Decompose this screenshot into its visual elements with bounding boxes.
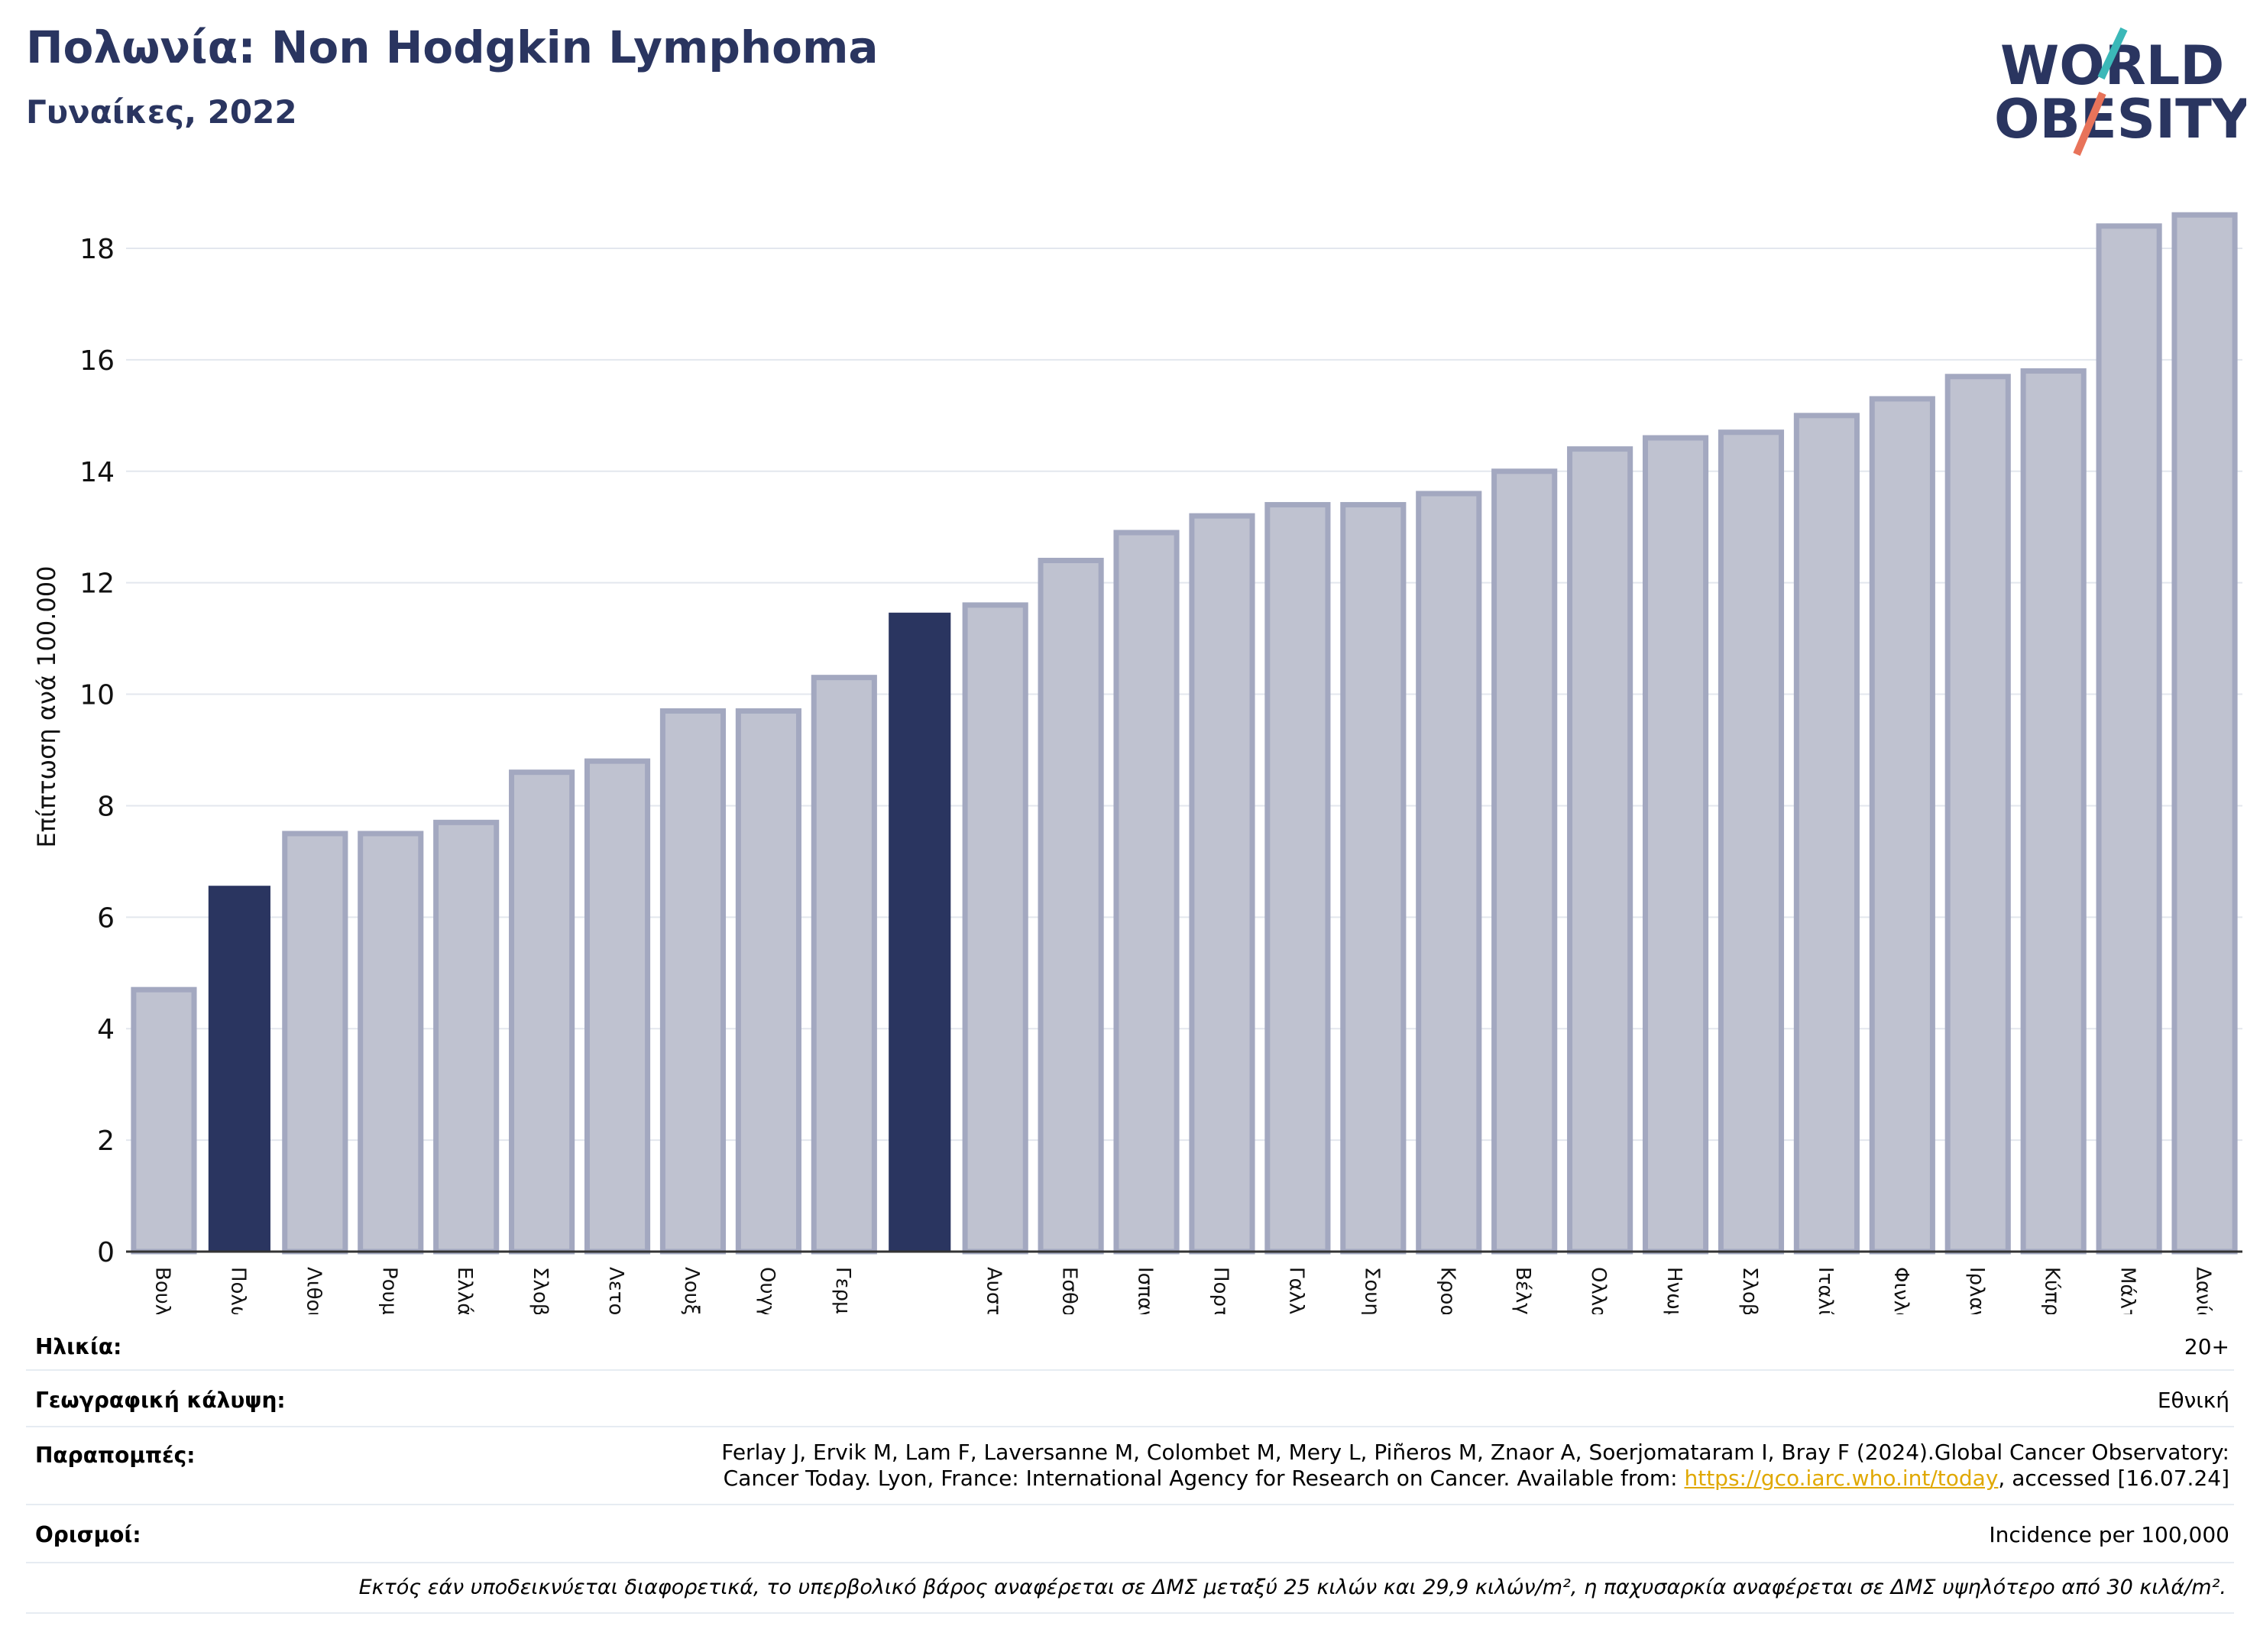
x-category-label: Σουηδία bbox=[1360, 1267, 1383, 1314]
info-row-age: Ηλικία: 20+ bbox=[26, 1313, 2234, 1371]
coverage-value: Εθνική bbox=[2157, 1388, 2229, 1413]
bar-Σλοβακία bbox=[509, 769, 575, 1255]
bar-Λιθουανία bbox=[282, 831, 348, 1255]
bar-Σουηδία bbox=[1340, 502, 1407, 1255]
bar-Ιρλανδία bbox=[1944, 374, 2011, 1255]
bar-Ελλάδα bbox=[433, 819, 500, 1255]
x-category-label: Εσθονία bbox=[1058, 1267, 1081, 1314]
bar-reference bbox=[889, 612, 951, 1252]
definitions-value: Incidence per 100,000 bbox=[1989, 1522, 2229, 1547]
bar-Βέλγιο bbox=[1491, 468, 1558, 1255]
references-accessed: , accessed [16.07.24] bbox=[1998, 1466, 2229, 1491]
references-link[interactable]: https://gco.iarc.who.int/today bbox=[1684, 1466, 1999, 1491]
bar-Κροατία bbox=[1416, 491, 1482, 1255]
coverage-label: Γεωγραφική κάλυψη: bbox=[35, 1388, 286, 1413]
references-line-2-text: Cancer Today. Lyon, France: Internationa… bbox=[723, 1466, 1685, 1491]
footnote: Εκτός εάν υποδεικνύεται διαφορετικά, το … bbox=[358, 1576, 2226, 1599]
x-category-label: Ελλάδα bbox=[453, 1267, 476, 1314]
x-category-label: Σλοβακία bbox=[529, 1267, 552, 1314]
info-row-references: Παραπομπές: Ferlay J, Ervik M, Lam F, La… bbox=[26, 1426, 2234, 1505]
bars bbox=[131, 212, 2238, 1255]
info-row-definitions: Ορισμοί: Incidence per 100,000 bbox=[26, 1504, 2234, 1563]
bar-Εσθονία bbox=[1038, 557, 1104, 1255]
x-category-label: Φινλανδία bbox=[1889, 1267, 1912, 1314]
references-line-1: Ferlay J, Ervik M, Lam F, Laversanne M, … bbox=[721, 1440, 2229, 1465]
x-category-label: Γαλλία bbox=[1284, 1267, 1307, 1314]
x-category-label: Βουλγαρία bbox=[151, 1267, 173, 1314]
x-category-label: Μάλτα bbox=[2116, 1267, 2139, 1314]
bar-Πορτογαλία bbox=[1189, 513, 1255, 1255]
x-category-label: Σλοβενία bbox=[1738, 1267, 1761, 1314]
footnote-divider bbox=[26, 1612, 2234, 1614]
bar-Βουλγαρία bbox=[131, 986, 197, 1255]
age-label: Ηλικία: bbox=[35, 1334, 122, 1359]
y-axis-ticks: 0 2 4 6 8 10 12 14 16 18 bbox=[79, 234, 115, 1268]
bar-Κύπρος bbox=[2020, 368, 2087, 1255]
bar-Γερμανία bbox=[811, 675, 877, 1255]
x-category-label: Βέλγιο bbox=[1511, 1267, 1534, 1314]
x-category-label: Κύπρος bbox=[2041, 1267, 2064, 1314]
bar-Μάλτα bbox=[2096, 223, 2162, 1255]
x-category-label: Ολλανδία bbox=[1587, 1267, 1610, 1314]
x-category-label: Ισπανία bbox=[1134, 1267, 1157, 1314]
bar-Ιταλία bbox=[1793, 413, 1860, 1255]
x-category-label: Ιρλανδία bbox=[1965, 1267, 1988, 1314]
bar-Ολλανδία bbox=[1567, 446, 1633, 1255]
y-tick-label: 18 bbox=[79, 234, 115, 265]
logo-word-obesity: OBESITY bbox=[1994, 88, 2246, 151]
x-category-label: Ιταλία bbox=[1814, 1267, 1837, 1314]
bar-chart: 0 2 4 6 8 10 12 14 16 18 Βουλγαρία Πολωνία Λιθουανί… bbox=[32, 212, 2242, 1314]
y-tick-label: 8 bbox=[97, 791, 115, 822]
logo-slash-coral bbox=[2073, 92, 2106, 156]
x-category-label: Πολωνία bbox=[226, 1267, 249, 1314]
bar-Πολωνία bbox=[208, 886, 270, 1252]
y-tick-label: 14 bbox=[79, 457, 115, 488]
x-category-label: Λουξεμβούργο bbox=[680, 1267, 703, 1314]
chart-title: Πολωνία: Non Hodgkin Lymphoma bbox=[26, 21, 879, 73]
definitions-label: Ορισμοί: bbox=[35, 1522, 141, 1547]
x-category-label: Ουγγαρία bbox=[756, 1267, 779, 1314]
bar-Σλοβενία bbox=[1718, 429, 1785, 1255]
y-tick-label: 16 bbox=[79, 345, 115, 377]
bar-Δανία bbox=[2171, 212, 2238, 1255]
bar-Λουξεμβούργο bbox=[659, 708, 727, 1255]
x-category-label: Λετονία bbox=[604, 1267, 627, 1314]
bar-Γαλλία bbox=[1264, 502, 1331, 1255]
bar-Ρουμανία bbox=[358, 831, 424, 1255]
x-category-label: Ηνωμένο Βασίλειο bbox=[1663, 1267, 1685, 1314]
x-category-label: Ρουμανία bbox=[377, 1267, 400, 1314]
x-axis-categories: Βουλγαρία Πολωνία Λιθουανία Ρουμανία Ελλάδα Σ… bbox=[151, 1267, 2214, 1314]
bar-Φινλανδία bbox=[1869, 396, 1935, 1255]
y-tick-label: 0 bbox=[97, 1237, 115, 1268]
logo-word-world: WORLD bbox=[2000, 34, 2224, 97]
bar-Λετονία bbox=[584, 758, 651, 1255]
world-obesity-logo: WORLD OBESITY bbox=[1994, 27, 2246, 156]
y-tick-label: 12 bbox=[79, 568, 115, 600]
references-label: Παραπομπές: bbox=[35, 1443, 196, 1468]
x-category-label: Λιθουανία bbox=[302, 1267, 325, 1314]
references-value: Ferlay J, Ervik M, Lam F, Laversanne M, … bbox=[721, 1440, 2229, 1492]
y-axis-label: Επίπτωση ανά 100.000 bbox=[32, 566, 61, 848]
age-value: 20+ bbox=[2184, 1334, 2229, 1359]
chart-subtitle: Γυναίκες, 2022 bbox=[26, 93, 297, 131]
y-tick-label: 10 bbox=[79, 680, 115, 711]
bar-Ουγγαρία bbox=[735, 708, 801, 1255]
x-category-label: Κροατία bbox=[1436, 1267, 1459, 1314]
x-category-label: Γερμανία bbox=[831, 1267, 854, 1314]
x-category-label: Δανία bbox=[2192, 1267, 2215, 1314]
x-category-label: Πορτογαλία bbox=[1209, 1267, 1232, 1314]
bar-Αυστρία bbox=[962, 602, 1028, 1255]
x-category-label: Αυστρία bbox=[983, 1267, 1005, 1314]
y-tick-label: 2 bbox=[97, 1126, 115, 1157]
y-tick-label: 6 bbox=[97, 902, 115, 934]
bar-Ισπανία bbox=[1113, 530, 1180, 1255]
logo-slash-teal bbox=[2097, 27, 2128, 80]
y-tick-label: 4 bbox=[97, 1014, 115, 1045]
references-line-2: Cancer Today. Lyon, France: Internationa… bbox=[721, 1466, 2229, 1492]
bar-Ηνωμένο Βασίλειο bbox=[1642, 435, 1709, 1255]
info-row-coverage: Γεωγραφική κάλυψη: Εθνική bbox=[26, 1369, 2234, 1427]
